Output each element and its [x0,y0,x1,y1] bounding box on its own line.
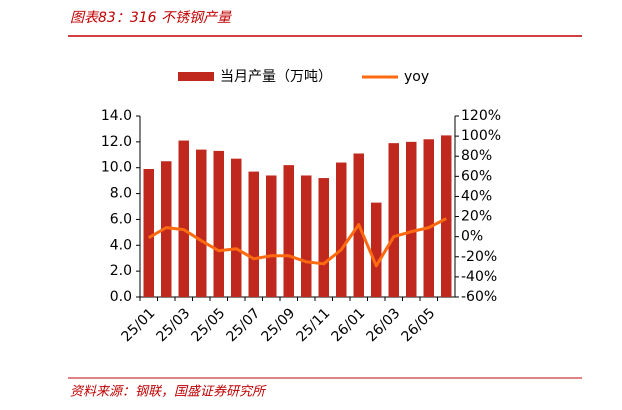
y-tick-label: 14.0 [101,108,132,124]
x-tick-label: 26/01 [329,305,369,345]
line [148,217,447,268]
y2-tick-label: -40% [461,269,497,285]
y-tick-label: 0.0 [110,289,132,305]
bar [406,141,417,297]
legend-label: yoy [404,69,429,85]
y2-tick-label: 60% [461,168,492,184]
bar [213,150,224,297]
y2-tick-label: -20% [461,249,497,265]
y2-tick-label: 20% [461,209,492,225]
x-tick-label: 26/03 [364,305,404,345]
y2-tick-label: 120% [461,108,501,124]
bar [196,149,207,297]
x-tick-label: 25/11 [294,305,334,345]
x-tick-label: 26/05 [399,305,439,345]
y-tick-label: 2.0 [110,263,132,279]
bar [178,140,189,297]
x-tick-label: 25/05 [189,305,229,345]
bar [143,169,154,297]
x-tick-label: 25/09 [259,305,299,345]
y2-tick-label: 80% [461,148,492,164]
y2-tick-label: 100% [461,128,501,144]
bar [301,175,312,297]
bar [266,175,277,297]
source: 资料来源：钢联，国盛证券研究所 [70,384,267,400]
bar [318,178,329,297]
bar [441,135,452,297]
chart-title: 图表83：316 不锈钢产量 [70,10,233,26]
y2-tick-label: 0% [461,229,483,245]
y2-tick-label: 40% [461,188,492,204]
y2-tick-label: -60% [461,289,497,305]
y-tick-label: 12.0 [101,134,132,150]
bar [388,143,399,297]
x-tick-label: 25/03 [154,305,194,345]
y-tick-label: 10.0 [101,160,132,176]
x-tick-label: 25/01 [119,305,159,345]
y-tick-label: 4.0 [110,237,132,253]
bar [283,165,294,297]
bar [231,158,242,297]
bar [371,202,382,297]
y-tick-label: 6.0 [110,211,132,227]
legend-swatch [178,72,214,81]
x-tick-label: 25/07 [224,305,264,345]
legend-label: 当月产量（万吨） [220,69,332,85]
bar [423,139,434,297]
bar [248,171,259,297]
y-tick-label: 8.0 [110,186,132,202]
bar [336,162,347,297]
